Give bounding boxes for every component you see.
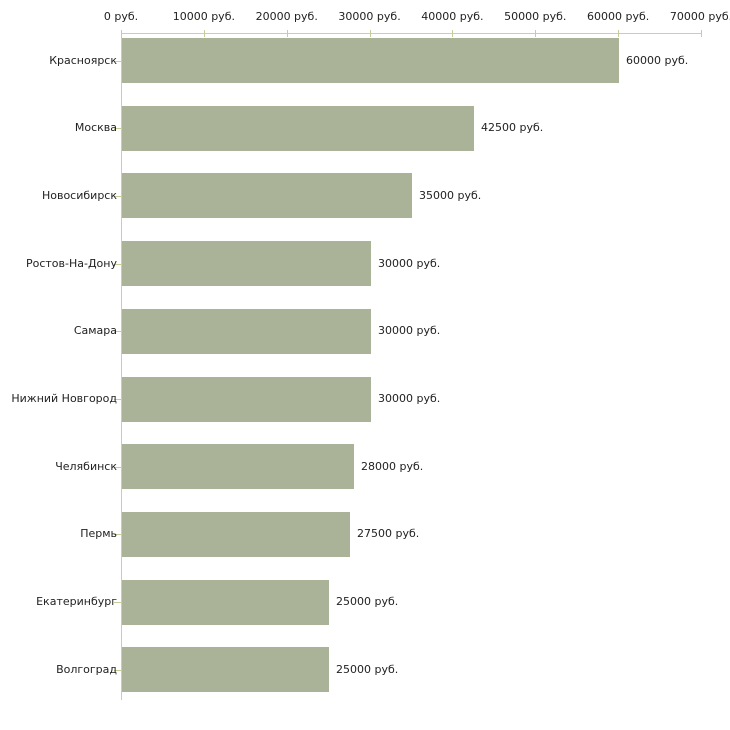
x-tick-label: 20000 руб. <box>255 10 318 23</box>
category-label: Новосибирск <box>41 189 117 202</box>
x-tick-mark <box>618 30 620 37</box>
y-tick-mark <box>114 196 121 197</box>
y-tick-mark <box>114 534 121 535</box>
category-label: Челябинск <box>55 460 117 473</box>
x-tick-mark <box>535 30 537 37</box>
category-label: Москва <box>74 121 117 134</box>
y-tick-mark <box>114 467 121 468</box>
bar-Красноярск <box>122 38 619 83</box>
y-tick-mark <box>114 602 121 603</box>
y-tick-mark <box>114 128 121 129</box>
bar-Волгоград <box>122 647 329 692</box>
category-label: Ростов-На-Дону <box>25 257 117 270</box>
x-tick-mark <box>452 30 454 37</box>
value-label: 25000 руб. <box>336 663 399 676</box>
x-axis-line <box>121 33 701 34</box>
x-tick-label: 70000 руб. <box>669 10 730 23</box>
category-label: Нижний Новгород <box>11 392 117 405</box>
x-tick-mark <box>286 30 288 37</box>
y-tick-mark <box>114 399 121 400</box>
x-tick-label: 30000 руб. <box>338 10 401 23</box>
category-label: Красноярск <box>49 54 117 67</box>
category-label: Самара <box>73 324 117 337</box>
bar-Нижний Новгород <box>122 377 371 422</box>
x-tick-label: 10000 руб. <box>172 10 235 23</box>
value-label: 30000 руб. <box>378 324 441 337</box>
bar-Ростов-На-Дону <box>122 241 371 286</box>
value-label: 30000 руб. <box>378 257 441 270</box>
value-label: 27500 руб. <box>357 527 420 540</box>
value-label: 60000 руб. <box>626 54 689 67</box>
x-tick-mark <box>203 30 205 37</box>
category-label: Екатеринбург <box>36 595 117 608</box>
y-tick-mark <box>114 670 121 671</box>
y-tick-mark <box>114 264 121 265</box>
x-tick-label: 40000 руб. <box>421 10 484 23</box>
bar-Самара <box>122 309 371 354</box>
x-tick-mark <box>369 30 371 37</box>
value-label: 28000 руб. <box>361 460 424 473</box>
value-label: 25000 руб. <box>336 595 399 608</box>
bar-Новосибирск <box>122 173 412 218</box>
bar-Челябинск <box>122 444 354 489</box>
value-label: 42500 руб. <box>481 121 544 134</box>
y-tick-mark <box>114 61 121 62</box>
x-tick-mark <box>701 30 702 37</box>
x-tick-label: 50000 руб. <box>504 10 567 23</box>
x-tick-label: 60000 руб. <box>587 10 650 23</box>
value-label: 35000 руб. <box>419 189 482 202</box>
bar-Екатеринбург <box>122 580 329 625</box>
category-label: Волгоград <box>56 663 117 676</box>
y-tick-mark <box>114 331 121 332</box>
bar-Пермь <box>122 512 350 557</box>
y-axis-line <box>121 33 122 700</box>
value-label: 30000 руб. <box>378 392 441 405</box>
x-tick-label: 0 руб. <box>103 10 139 23</box>
bar-Москва <box>122 106 474 151</box>
x-tick-mark <box>121 30 122 37</box>
category-label: Пермь <box>80 527 117 540</box>
